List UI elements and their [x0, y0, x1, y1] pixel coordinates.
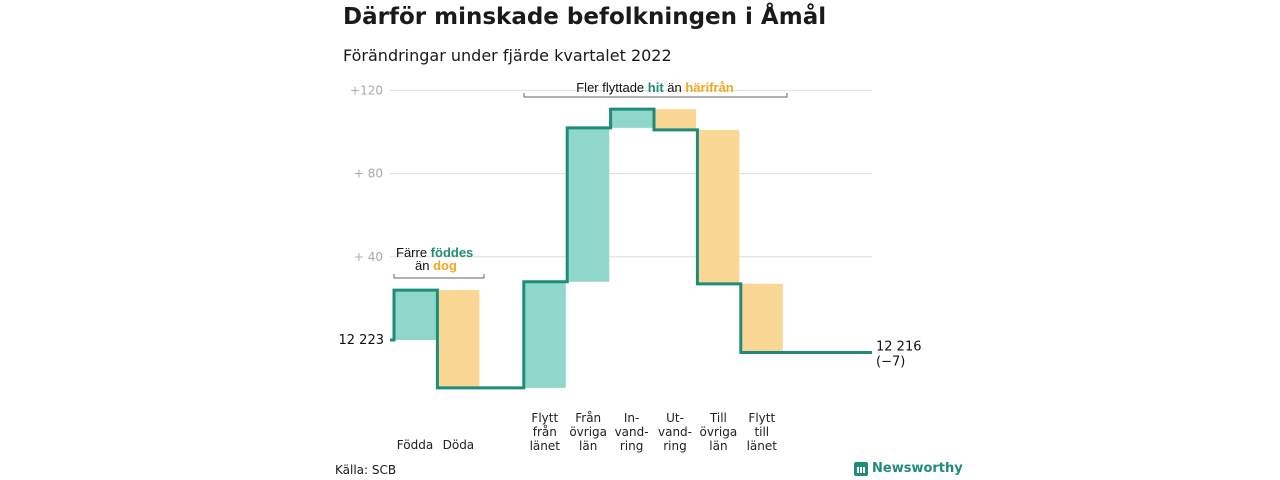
waterfall-bar — [394, 290, 436, 340]
annotation-segment: Fler flyttade — [576, 80, 648, 95]
category-label: länet — [530, 439, 561, 453]
waterfall-bar — [437, 290, 480, 388]
category-label: In- — [624, 411, 639, 425]
category-label: till — [754, 425, 769, 439]
y-tick-label: + 40 — [354, 250, 383, 264]
category-label: Flytt — [748, 411, 775, 425]
category-label: Ut- — [666, 411, 684, 425]
waterfall-bar — [697, 129, 740, 284]
annotation-segment: föddes — [431, 245, 474, 260]
start-value-label: 12 223 — [339, 333, 385, 348]
annotation-bracket — [393, 274, 485, 279]
y-tick-label: + 80 — [354, 167, 383, 181]
category-label: Födda — [397, 438, 433, 452]
chart-title: Därför minskade befolkningen i Åmål — [343, 4, 827, 30]
category-label: övriga — [700, 425, 738, 439]
annotation-segment: än — [415, 258, 433, 273]
category-label: Flytt — [531, 411, 558, 425]
category-label: län — [579, 439, 597, 453]
category-label: länet — [747, 439, 778, 453]
annotation-bracket — [523, 93, 788, 98]
category-label: Från — [575, 411, 601, 425]
annotation-segment: härifrån — [685, 80, 733, 95]
waterfall-bar — [740, 283, 783, 353]
category-label: Döda — [443, 438, 475, 452]
cumulative-step-line — [390, 107, 872, 390]
brand-logo: Newsworthy — [854, 461, 963, 476]
category-label: ring — [663, 439, 687, 453]
end-value-label: 12 216 — [876, 339, 922, 354]
category-label: ring — [620, 439, 644, 453]
annotation-segment: dog — [433, 258, 457, 273]
brand-name: Newsworthy — [872, 461, 963, 476]
category-label: vand- — [658, 425, 692, 439]
waterfall-bar — [523, 281, 566, 388]
source-note: Källa: SCB — [335, 463, 397, 477]
annotation-births-line1: Färre föddes — [396, 245, 473, 260]
waterfall-bar — [610, 109, 653, 128]
category-label: vand- — [615, 425, 649, 439]
annotation-segment: hit — [648, 80, 665, 95]
y-tick-label: +120 — [350, 83, 383, 97]
annotation-migration: Fler flyttade hit än härifrån — [576, 80, 734, 95]
newsworthy-icon — [854, 461, 868, 476]
category-label: län — [709, 439, 727, 453]
category-label: övriga — [569, 425, 607, 439]
category-label: från — [533, 425, 557, 439]
waterfall-bar — [654, 109, 696, 130]
annotation-births-line2: än dog — [415, 258, 457, 273]
annotation-segment: än — [664, 80, 686, 95]
end-change-label: (−7) — [876, 354, 905, 369]
waterfall-bar — [567, 127, 610, 282]
category-label: Till — [709, 411, 727, 425]
chart-subtitle: Förändringar under fjärde kvartalet 2022 — [343, 46, 672, 65]
annotation-segment: Färre — [396, 245, 431, 260]
